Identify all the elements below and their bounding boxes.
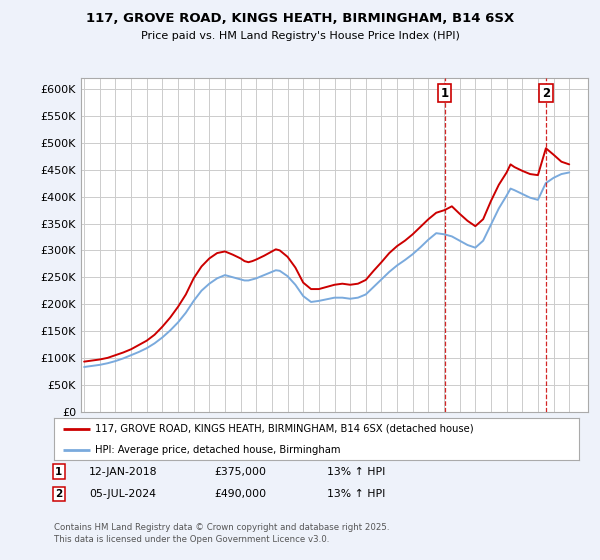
Text: 13% ↑ HPI: 13% ↑ HPI (327, 466, 385, 477)
Text: £375,000: £375,000 (215, 466, 267, 477)
Text: £490,000: £490,000 (215, 489, 267, 499)
Text: 117, GROVE ROAD, KINGS HEATH, BIRMINGHAM, B14 6SX: 117, GROVE ROAD, KINGS HEATH, BIRMINGHAM… (86, 12, 514, 25)
Text: 117, GROVE ROAD, KINGS HEATH, BIRMINGHAM, B14 6SX (detached house): 117, GROVE ROAD, KINGS HEATH, BIRMINGHAM… (95, 424, 473, 434)
Text: 12-JAN-2018: 12-JAN-2018 (89, 466, 157, 477)
Text: 1: 1 (55, 466, 62, 477)
Text: HPI: Average price, detached house, Birmingham: HPI: Average price, detached house, Birm… (95, 445, 340, 455)
Text: 2: 2 (542, 87, 550, 100)
Text: 2: 2 (55, 489, 62, 499)
Text: 1: 1 (440, 87, 449, 100)
Text: 13% ↑ HPI: 13% ↑ HPI (327, 489, 385, 499)
Text: Price paid vs. HM Land Registry's House Price Index (HPI): Price paid vs. HM Land Registry's House … (140, 31, 460, 41)
Text: Contains HM Land Registry data © Crown copyright and database right 2025.
This d: Contains HM Land Registry data © Crown c… (54, 522, 389, 544)
Text: 05-JUL-2024: 05-JUL-2024 (89, 489, 156, 499)
